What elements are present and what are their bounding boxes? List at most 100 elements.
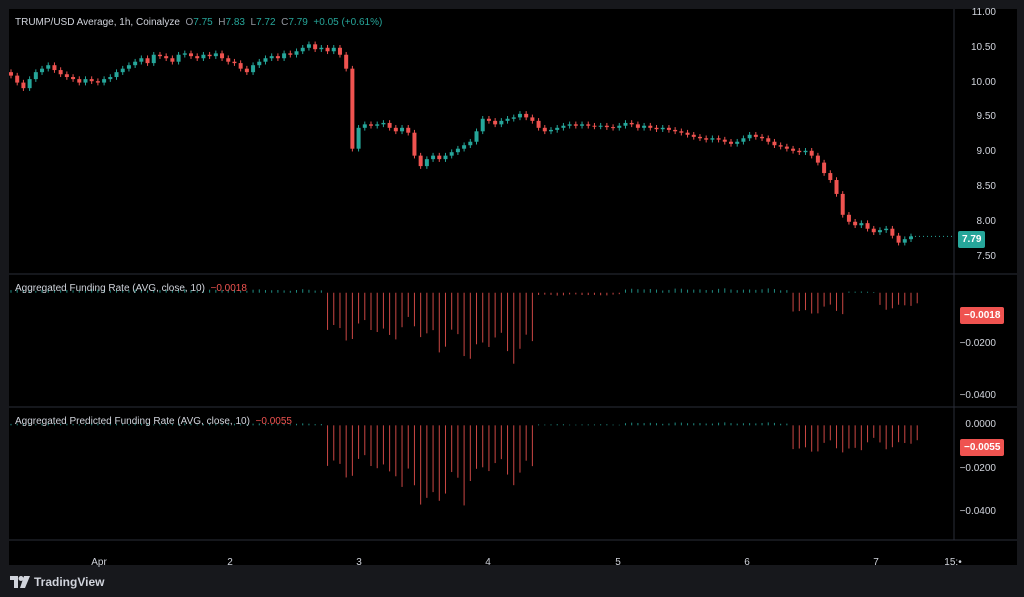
candle-body [133,61,138,66]
candle-body [269,56,274,59]
chart-canvas[interactable] [9,9,1017,565]
candle-body [697,136,702,139]
close-value: 7.79 [288,17,308,28]
candle-body [288,53,293,55]
candle-body [803,150,808,153]
candle-body [673,129,678,132]
candle-body [679,131,684,133]
candle-body [83,79,88,83]
price-badge: 7.79 [958,231,986,248]
candle-body [549,129,553,132]
funding-value: −0.0018 [210,283,247,294]
candle-body [685,132,690,135]
candle-body [114,72,119,78]
funding-badge: −0.0018 [960,307,1005,324]
candle-body [524,113,529,118]
x-tick-label: 7 [873,557,879,568]
candle-body [611,127,616,129]
candle-body [772,141,777,146]
candle-body [586,124,591,126]
candle-body [306,44,311,48]
candle-body [120,68,125,73]
candle-body [722,139,727,142]
candle-body [716,138,721,140]
candle-body [635,124,640,128]
candle-body [337,47,342,55]
candle-body [505,118,510,121]
candle-body [828,173,833,181]
candle-body [46,65,51,69]
candle-body [424,159,429,167]
candle-body [896,235,901,243]
price-tick-label: 10.50 [970,41,996,53]
candle-body [9,72,13,76]
candle-body [760,136,765,139]
candle-body [89,79,94,82]
candle-body [151,54,156,64]
candle-body [126,65,131,69]
candle-body [300,47,305,52]
funding-title: Aggregated Funding Rate (AVG, close, 10) [15,283,205,294]
candle-body [139,58,144,62]
candle-body [871,228,876,233]
candle-body [468,141,473,146]
candle-body [64,74,69,78]
candle-body [195,56,200,59]
candle-body [362,124,367,128]
candle-body [220,53,225,59]
candle-body [393,127,398,132]
tradingview-icon [10,576,30,588]
candle-body [176,54,181,62]
candle-body [189,53,193,57]
candle-body [15,75,20,83]
main-legend: TRUMP/USD Average, 1h, Coinalyze O7.75 H… [15,17,382,28]
x-tick-label: Apr [91,557,107,568]
symbol-label: TRUMP/USD Average, 1h, Coinalyze [15,17,180,28]
price-tick-label: 8.00 [976,215,996,227]
candle-body [418,155,423,167]
candle-body [387,122,392,128]
candle-body [654,127,659,130]
candle-body [710,138,715,140]
tradingview-logo[interactable]: TradingView [10,575,104,589]
candle-body [846,214,851,222]
candle-body [834,180,839,194]
indicator-tick-label: −0.0200 [959,462,996,474]
candle-body [400,127,405,132]
candle-body [406,127,411,133]
candle-body [642,125,647,128]
candle-body [369,124,373,126]
candle-body [170,58,175,62]
candle-body [629,122,634,125]
candle-body [319,47,324,50]
high-label: H [218,17,226,28]
x-tick-label: 5 [615,557,621,568]
x-tick-label: 3 [356,557,362,568]
candle-body [102,79,107,83]
candle-body [877,230,882,233]
low-label: L [250,17,257,28]
x-tick-label: 2 [227,557,233,568]
candle-body [567,124,572,126]
open-value: 7.75 [193,17,213,28]
candle-body [282,53,287,59]
x-tick-label: 4 [485,557,491,568]
candle-body [691,134,696,137]
candle-body [375,124,380,126]
high-value: 7.83 [225,17,245,28]
candle-body [257,61,262,66]
candle-body [344,54,349,69]
candle-body [741,138,746,142]
candle-body [604,125,609,128]
candle-body [853,221,858,226]
candle-body [530,117,535,121]
candle-body [486,118,491,121]
price-tick-label: 11.00 [971,7,996,18]
candle-body [449,152,454,156]
chart-frame[interactable]: TRUMP/USD Average, 1h, Coinalyze O7.75 H… [9,7,1017,568]
candle-body [226,58,231,62]
indicator-tick-label: −0.0400 [959,389,996,401]
low-value: 7.72 [256,17,276,28]
candle-body [542,127,547,132]
candle-body [412,132,417,156]
